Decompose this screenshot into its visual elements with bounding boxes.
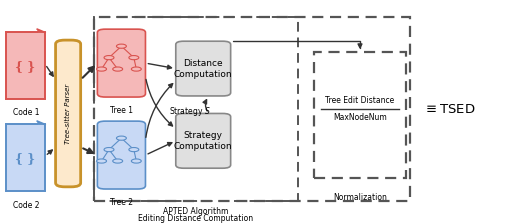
Circle shape <box>113 159 123 163</box>
Text: { }: { } <box>15 152 36 165</box>
Text: Distance: Distance <box>183 59 223 68</box>
Polygon shape <box>37 121 45 124</box>
Text: Strategy: Strategy <box>184 131 223 140</box>
Text: Tree Edit Distance: Tree Edit Distance <box>325 96 395 105</box>
Text: { }: { } <box>15 60 36 73</box>
FancyBboxPatch shape <box>6 124 45 191</box>
Text: Normalization: Normalization <box>333 193 387 202</box>
Circle shape <box>96 67 106 71</box>
Circle shape <box>116 136 126 140</box>
Circle shape <box>129 56 139 60</box>
Circle shape <box>104 56 114 60</box>
Text: Editing Distance Computation: Editing Distance Computation <box>138 214 253 223</box>
FancyBboxPatch shape <box>6 32 45 99</box>
Circle shape <box>116 44 126 48</box>
Text: Strategy $S$: Strategy $S$ <box>169 105 211 118</box>
Circle shape <box>104 148 114 152</box>
Text: APTED Algorithm: APTED Algorithm <box>163 207 228 216</box>
Text: Code 2: Code 2 <box>13 201 39 210</box>
FancyBboxPatch shape <box>176 41 231 96</box>
Text: Tree 2: Tree 2 <box>110 198 133 207</box>
Text: Computation: Computation <box>174 69 233 79</box>
Text: Code 1: Code 1 <box>13 108 39 117</box>
Text: Tree-sitter Parser: Tree-sitter Parser <box>65 83 71 144</box>
Text: Computation: Computation <box>174 142 233 151</box>
FancyBboxPatch shape <box>97 121 146 189</box>
Text: Tree 1: Tree 1 <box>110 106 133 115</box>
Circle shape <box>96 159 106 163</box>
FancyBboxPatch shape <box>56 40 81 187</box>
Text: MaxNodeNum: MaxNodeNum <box>333 113 387 122</box>
Polygon shape <box>37 29 45 32</box>
Text: $\equiv$TSED: $\equiv$TSED <box>423 103 475 116</box>
Circle shape <box>132 67 141 71</box>
FancyBboxPatch shape <box>97 29 146 97</box>
Circle shape <box>113 67 123 71</box>
Circle shape <box>132 159 141 163</box>
Circle shape <box>129 148 139 152</box>
FancyBboxPatch shape <box>176 114 231 168</box>
